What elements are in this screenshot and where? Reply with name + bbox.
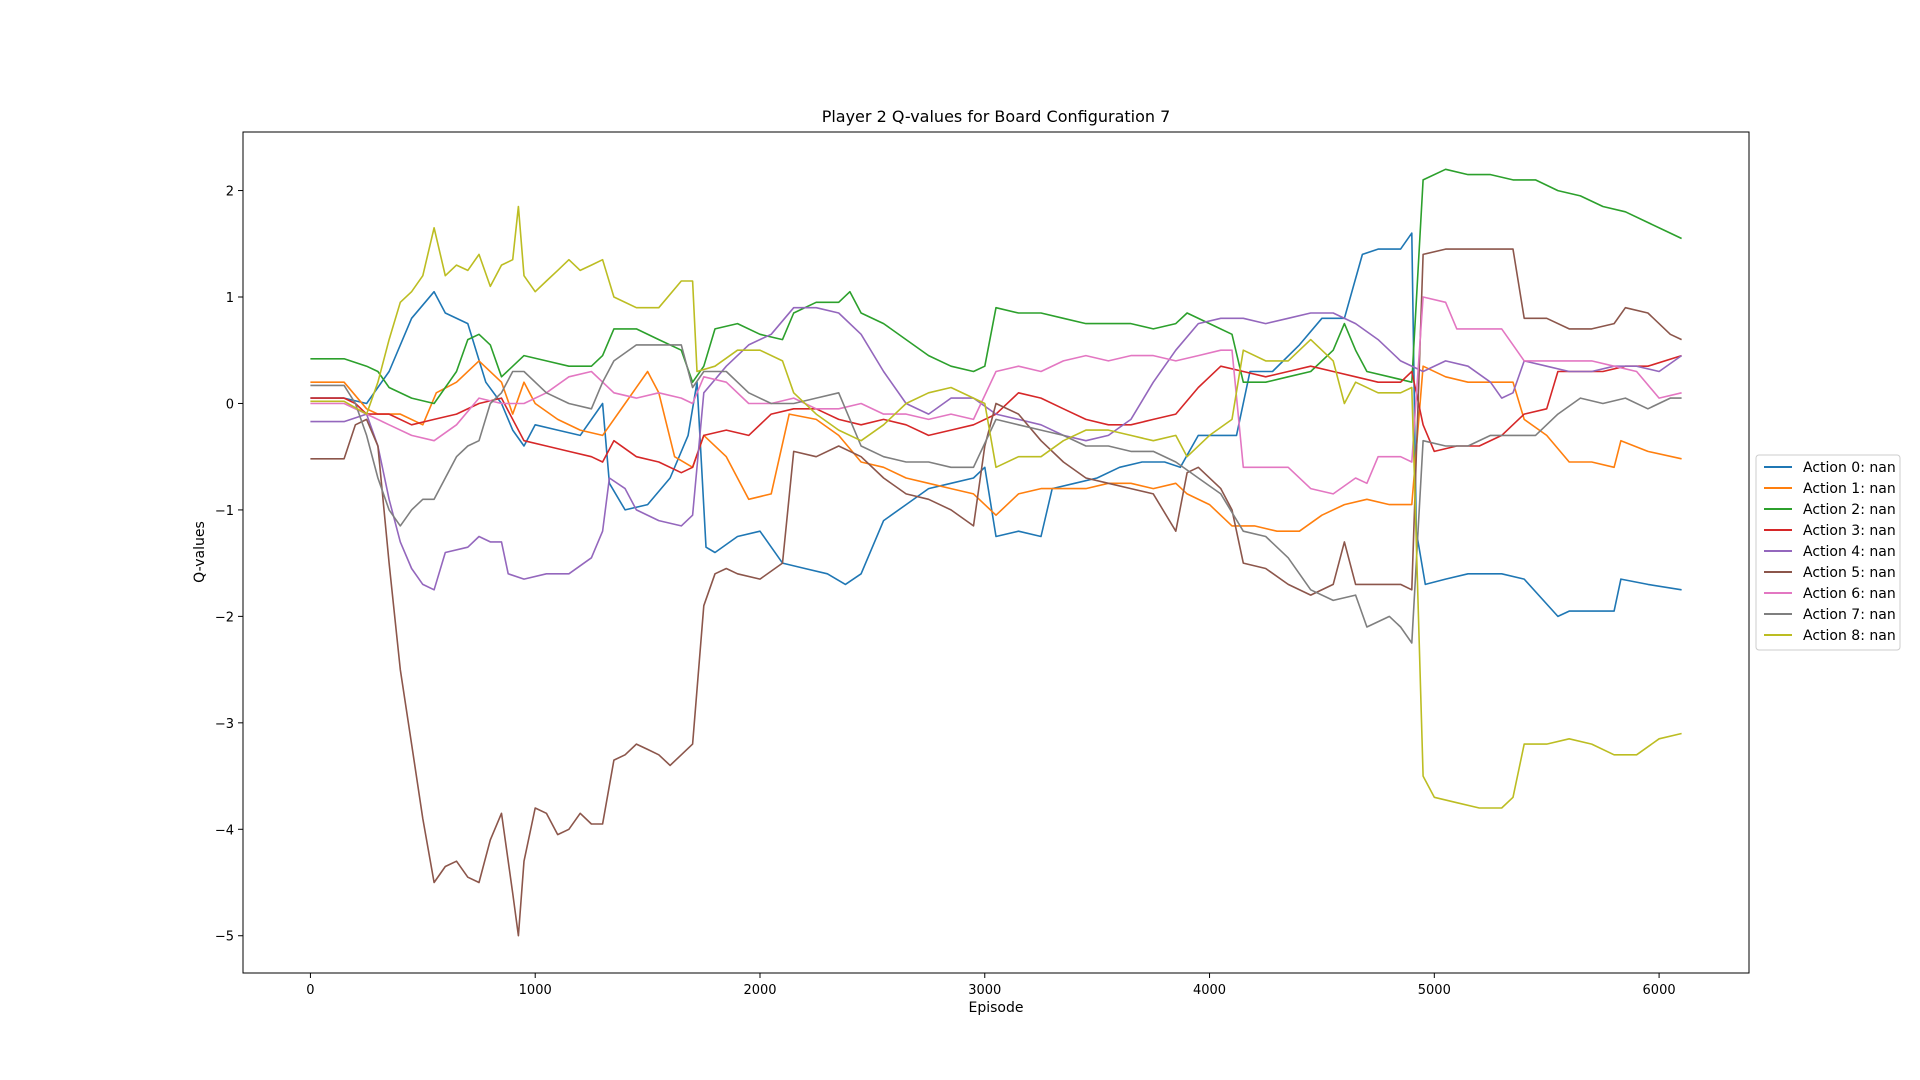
y-tick-label: 1	[226, 291, 234, 306]
legend-label-action-7: Action 7: nan	[1803, 607, 1896, 623]
x-tick-label: 6000	[1643, 983, 1676, 998]
x-tick-label: 1000	[519, 983, 552, 998]
legend-label-action-4: Action 4: nan	[1803, 544, 1896, 560]
x-tick-label: 2000	[743, 983, 776, 998]
chart-title: Player 2 Q-values for Board Configuratio…	[822, 107, 1171, 126]
x-tick-label: 5000	[1418, 983, 1451, 998]
series-line-action-2	[310, 168, 1682, 405]
legend-label-action-8: Action 8: nan	[1803, 628, 1896, 644]
y-tick-label: −1	[215, 504, 234, 519]
legend-label-action-1: Action 1: nan	[1803, 481, 1896, 497]
x-tick-label: 3000	[968, 983, 1001, 998]
y-axis-label: Q-values	[192, 521, 208, 583]
y-tick-label: −4	[215, 823, 234, 838]
y-axis-ticks: 2 1 0 −1 −2 −3 −4 −5	[215, 185, 243, 945]
x-tick-label: 4000	[1193, 983, 1226, 998]
plot-frame	[242, 131, 1750, 974]
legend-label-action-3: Action 3: nan	[1803, 523, 1896, 539]
legend-label-action-5: Action 5: nan	[1803, 565, 1896, 581]
legend-items: Action 0: nan Action 1: nan Action 2: nan A…	[1764, 460, 1896, 644]
y-tick-label: 2	[226, 185, 234, 200]
x-axis-ticks: 0 1000 2000 3000 4000 5000 6000	[306, 973, 1676, 998]
legend: Action 0: nan Action 1: nan Action 2: nan A…	[1755, 454, 1901, 651]
x-tick-label: 0	[306, 983, 314, 998]
series-lines	[310, 168, 1683, 937]
series-line-action-5	[310, 248, 1682, 937]
legend-label-action-0: Action 0: nan	[1803, 460, 1896, 476]
plot-area: 0 1000 2000 3000 4000 5000 6000 2 1 0 −1 −2 −3 −4 −5	[215, 131, 1750, 998]
series-line-action-3	[310, 354, 1682, 474]
legend-box	[1755, 454, 1901, 651]
y-tick-label: −5	[215, 930, 234, 945]
y-tick-label: 0	[226, 397, 234, 412]
series-line-action-1	[310, 360, 1682, 532]
series-line-action-4	[310, 306, 1683, 591]
legend-label-action-6: Action 6: nan	[1803, 586, 1896, 602]
x-axis-label: Episode	[969, 1000, 1024, 1016]
y-tick-label: −2	[215, 610, 234, 625]
series-line-action-8	[310, 205, 1682, 809]
series-line-action-7	[310, 344, 1682, 644]
legend-label-action-2: Action 2: nan	[1803, 502, 1896, 518]
y-tick-label: −3	[215, 717, 234, 732]
series-line-action-6	[310, 296, 1682, 495]
